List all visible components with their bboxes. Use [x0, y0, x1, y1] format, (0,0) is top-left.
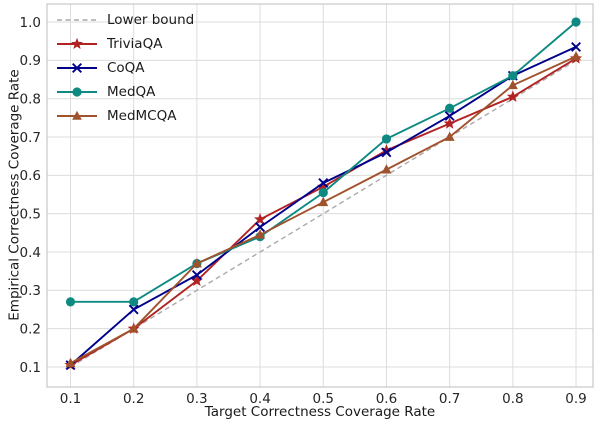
- x-tick-label: 0.5: [313, 391, 334, 407]
- circle-marker: [381, 134, 392, 144]
- x-tick-label: 0.3: [186, 391, 207, 407]
- legend-label: MedMCQA: [107, 108, 177, 124]
- triangle-marker: [72, 110, 82, 120]
- legend-item-triviaqa: TriviaQA: [56, 32, 194, 56]
- legend-item-medmcqa: MedMCQA: [56, 104, 194, 128]
- legend-label: CoQA: [107, 60, 145, 76]
- legend-label: Lower bound: [107, 12, 195, 28]
- star-marker: [506, 90, 519, 102]
- triangle-marker: [191, 258, 202, 268]
- x-tick-label: 0.1: [60, 391, 81, 407]
- legend-item-medqa: MedQA: [56, 80, 194, 104]
- triangle-marker: [318, 196, 329, 207]
- legend-item-coqa: CoQA: [56, 56, 194, 80]
- x-marker: [128, 304, 139, 315]
- x-tick-label: 0.4: [249, 391, 270, 407]
- x-tick-label: 0.2: [123, 391, 144, 407]
- circle-marker: [72, 87, 82, 97]
- star-marker: [71, 37, 83, 50]
- plot-border: [46, 3, 594, 388]
- legend-sample-coqa: [57, 63, 97, 73]
- triangle-marker: [381, 164, 392, 174]
- y-axis-title: Empirical Correctness Coverage Rate: [6, 69, 23, 321]
- triangle-marker: [507, 79, 518, 90]
- triangle-marker: [444, 131, 455, 141]
- legend-sample-lower-bound: [57, 19, 97, 21]
- star-marker: [317, 180, 330, 193]
- legend-sample-triviaqa: [57, 37, 97, 50]
- y-tick-label: 0.8: [20, 91, 41, 107]
- x-tick-label: 0.9: [565, 391, 586, 407]
- legend-item-lower-bound: Lower bound: [56, 8, 194, 32]
- y-tick-label: 0.1: [20, 360, 41, 376]
- legend-sample-medmcqa: [57, 110, 97, 120]
- x-marker: [318, 178, 329, 188]
- legend-label: MedQA: [107, 84, 156, 100]
- y-tick-label: 0.9: [20, 53, 41, 69]
- star-marker: [253, 213, 267, 225]
- y-tick-label: 0.5: [20, 206, 41, 222]
- circle-marker: [571, 17, 581, 27]
- star-marker: [190, 274, 203, 286]
- x-marker: [255, 222, 266, 233]
- circle-marker: [445, 103, 455, 113]
- x-tick-label: 0.7: [439, 391, 460, 407]
- circle-marker: [65, 297, 76, 307]
- x-marker: [72, 63, 82, 73]
- circle-marker: [129, 297, 139, 307]
- x-marker: [191, 270, 202, 280]
- y-tick-label: 0.6: [20, 168, 41, 184]
- legend-sample-medqa: [57, 87, 97, 97]
- triangle-marker: [571, 51, 582, 61]
- x-axis-title: Target Correctness Coverage Rate: [204, 404, 436, 420]
- triangle-marker: [128, 323, 139, 333]
- y-tick-label: 0.4: [20, 245, 41, 261]
- series-medmcqa: [65, 51, 582, 368]
- x-tick-label: 0.8: [502, 391, 523, 407]
- triangle-marker: [65, 357, 76, 368]
- x-tick-label: 0.6: [376, 391, 397, 407]
- y-tick-label: 0.3: [20, 283, 41, 299]
- x-marker: [571, 41, 581, 52]
- x-marker: [444, 110, 455, 121]
- star-marker: [380, 144, 393, 156]
- triangle-marker: [255, 229, 266, 239]
- y-tick-label: 0.2: [20, 321, 41, 337]
- circle-marker: [508, 71, 518, 81]
- y-tick-label: 1.0: [20, 15, 41, 31]
- legend: Lower bound TriviaQA CoQA MedQA MedMCQA: [56, 8, 194, 128]
- y-tick-label: 0.7: [20, 130, 41, 146]
- star-marker: [443, 117, 456, 129]
- x-marker: [381, 147, 392, 158]
- circle-marker: [318, 187, 328, 198]
- legend-label: TriviaQA: [107, 36, 163, 52]
